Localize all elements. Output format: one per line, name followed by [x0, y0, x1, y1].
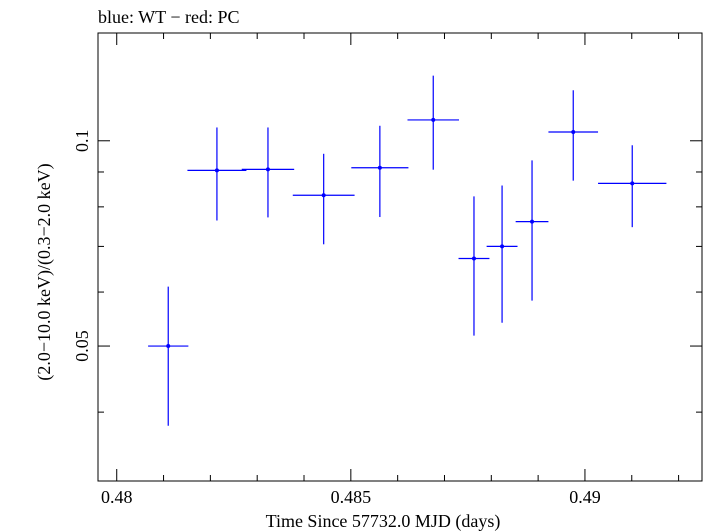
y-tick-label: 0.05	[72, 330, 92, 362]
data-point	[548, 90, 599, 181]
y-axis-label: (2.0−10.0 keV)/(0.3−2.0 keV)	[34, 163, 55, 380]
x-axis-label: Time Since 57732.0 MJD (days)	[266, 511, 501, 532]
data-point	[351, 125, 409, 218]
point-marker	[471, 256, 476, 261]
data-point	[458, 196, 490, 336]
x-tick-label: 0.48	[101, 487, 133, 507]
point-marker	[321, 193, 326, 198]
point-marker	[571, 130, 576, 135]
data-layer	[148, 75, 667, 426]
y-axis: 0.05 0.1	[72, 130, 702, 413]
point-marker	[214, 168, 219, 173]
point-marker	[431, 117, 436, 122]
y-tick-label: 0.1	[72, 130, 92, 153]
plot-frame	[97, 32, 703, 482]
data-point	[598, 145, 667, 228]
data-point	[148, 286, 189, 426]
point-marker	[630, 181, 635, 186]
x-tick-label: 0.49	[569, 487, 601, 507]
chart-title: blue: WT − red: PC	[98, 7, 239, 27]
data-point	[407, 75, 459, 170]
x-axis: 0.48 0.485 0.49	[101, 33, 680, 507]
point-marker	[377, 165, 382, 170]
data-point	[241, 127, 295, 218]
point-marker	[500, 244, 505, 249]
point-marker	[166, 344, 171, 349]
point-marker	[530, 219, 535, 224]
data-point	[515, 160, 549, 301]
data-point	[486, 185, 518, 323]
data-point	[187, 127, 247, 221]
data-point	[292, 153, 355, 245]
point-marker	[265, 167, 270, 172]
x-tick-label: 0.485	[331, 487, 372, 507]
